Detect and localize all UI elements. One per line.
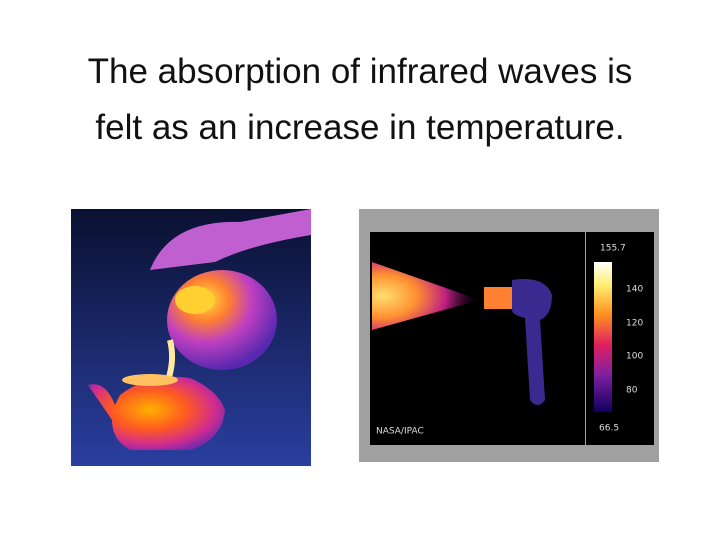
scale-max-label: 155.7 xyxy=(600,244,626,254)
scale-tick-label: 140 xyxy=(626,285,643,295)
scale-tick-label: 100 xyxy=(626,352,643,362)
title-line: The absorption of infrared waves is xyxy=(87,52,633,91)
teapot-thermal-image xyxy=(71,209,311,466)
scale-tick-label: 80 xyxy=(626,386,638,396)
image-credit: NASA/IPAC xyxy=(376,427,424,437)
scale-tick-label: 120 xyxy=(626,319,643,329)
title-line: felt as an increase in temperature. xyxy=(95,108,625,147)
scale-min-label: 66.5 xyxy=(599,424,619,434)
hairdryer-thermal-image: 155.7 140 120 100 80 66.5 NASA/IPAC xyxy=(359,209,659,462)
